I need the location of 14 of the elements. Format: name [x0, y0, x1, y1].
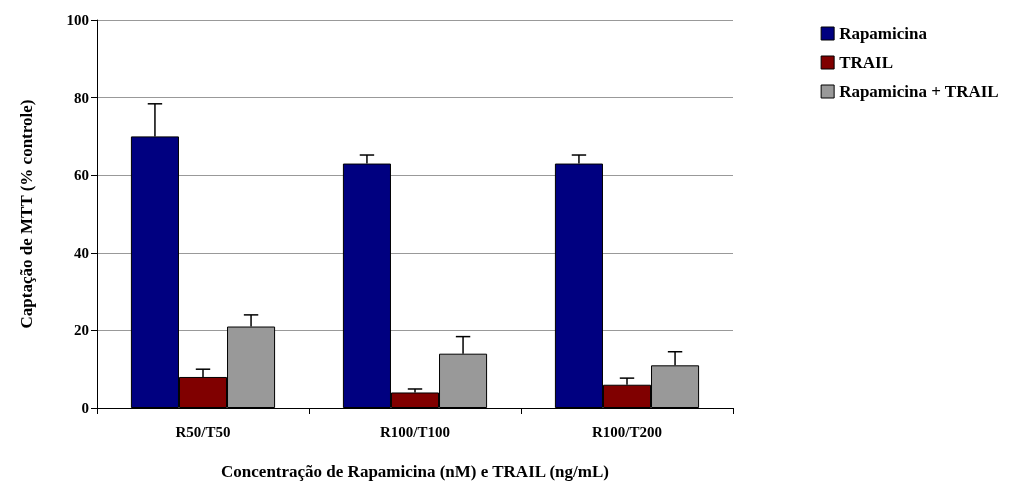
x-tick-label: R100/T200 — [591, 423, 663, 440]
y-tick-label: 20 — [74, 322, 89, 339]
legend-label: TRAIL — [839, 53, 893, 72]
y-tick-label: 100 — [66, 12, 89, 28]
legend-label: Rapamicina — [839, 24, 928, 43]
y-tick-label: 60 — [74, 167, 89, 184]
y-tick-label: 0 — [81, 400, 89, 416]
y-tick-label: 40 — [74, 244, 89, 261]
legend-label: Rapamicina + TRAIL — [839, 82, 999, 101]
x-tick-label: R50/T50 — [175, 423, 231, 440]
x-tick-label: R100/T100 — [379, 423, 451, 440]
y-tick-label: 80 — [74, 89, 89, 106]
y-axis-title: Captação de MTT (% controle) — [17, 99, 36, 329]
x-axis-title: Concentração de Rapamicina (nM) e TRAIL (ng/mL) — [221, 462, 609, 481]
